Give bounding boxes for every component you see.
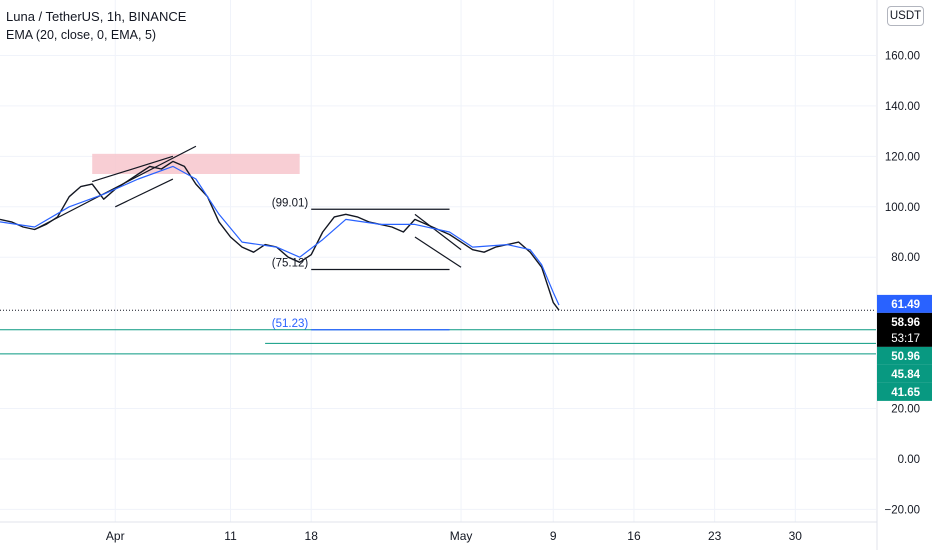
ema-line[interactable] xyxy=(0,165,560,306)
x-tick-label: 11 xyxy=(224,529,237,543)
y-tick-label: 160.00 xyxy=(885,50,920,62)
y-tick-label: 80.00 xyxy=(891,252,920,264)
resistance-zone[interactable] xyxy=(92,153,300,174)
x-tick-label: 16 xyxy=(627,529,641,543)
x-tick-label: Apr xyxy=(106,529,125,543)
y-tick-label: −20.00 xyxy=(885,504,921,516)
bar-countdown-label: 53:17 xyxy=(891,333,920,345)
price-label-box xyxy=(877,364,932,383)
chart-legend: Luna / TetherUS, 1h, BINANCE EMA (20, cl… xyxy=(6,8,186,44)
trendline[interactable] xyxy=(414,213,462,251)
series-layer xyxy=(0,160,560,311)
y-tick-label: 20.00 xyxy=(891,404,920,416)
x-tick-label: May xyxy=(450,529,473,543)
price-label: 41.65 xyxy=(891,387,920,399)
level-label: (75.12) xyxy=(272,258,309,270)
price-label: 50.96 xyxy=(891,351,920,363)
trendline[interactable] xyxy=(414,236,462,268)
price-label: 45.84 xyxy=(891,369,920,381)
price-label-box xyxy=(877,346,932,365)
x-tick-label: 9 xyxy=(550,529,557,543)
trendline[interactable] xyxy=(92,155,174,183)
x-tick-label: 30 xyxy=(789,529,803,543)
x-tick-label: 18 xyxy=(305,529,319,543)
currency-button[interactable]: USDT xyxy=(887,6,924,26)
price-label: 58.96 xyxy=(891,317,920,329)
price-line[interactable] xyxy=(0,160,560,311)
symbol-title[interactable]: Luna / TetherUS, 1h, BINANCE xyxy=(6,9,187,24)
y-tick-label: 120.00 xyxy=(885,151,920,163)
price-label: 61.49 xyxy=(891,299,920,311)
trendline[interactable] xyxy=(115,178,174,208)
grid-layer xyxy=(0,0,876,522)
annotation-layer: (99.01) (75.12) (51.23) xyxy=(0,145,876,355)
ema-indicator-label[interactable]: EMA (20, close, 0, EMA, 5) xyxy=(6,28,157,42)
y-tick-label: 0.00 xyxy=(898,454,920,466)
trendline[interactable] xyxy=(34,145,197,231)
price-label-box xyxy=(877,312,932,347)
price-label-box xyxy=(877,294,932,313)
level-label: (99.01) xyxy=(272,197,309,209)
y-tick-label: 100.00 xyxy=(885,202,920,214)
price-label-box xyxy=(877,382,932,401)
x-tick-label: 23 xyxy=(708,529,722,543)
level-label: (51.23) xyxy=(272,318,309,330)
y-tick-label: 140.00 xyxy=(885,101,920,113)
